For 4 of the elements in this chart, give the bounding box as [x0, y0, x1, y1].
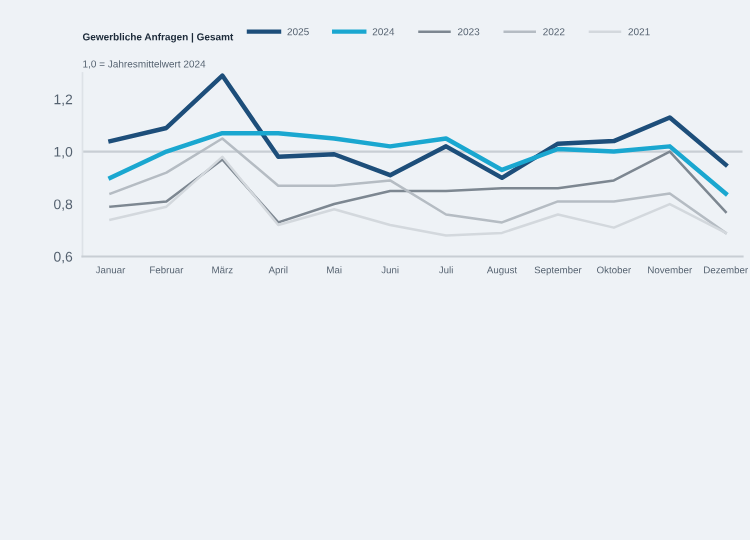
line-series — [108, 131, 728, 196]
line-series — [109, 150, 727, 224]
line-series — [109, 137, 727, 235]
line-series — [108, 73, 728, 181]
